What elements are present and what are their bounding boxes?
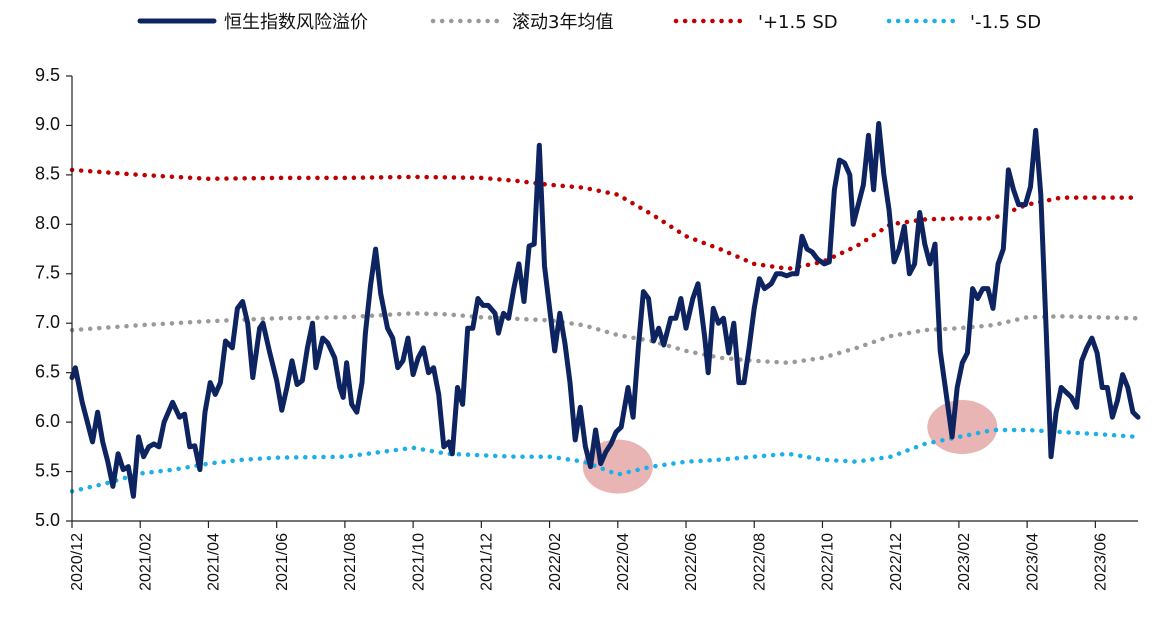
y-tick-label: 6.0 xyxy=(35,411,60,431)
legend-premium-label: 恒生指数风险溢价 xyxy=(224,12,368,33)
x-tick-label: 2022/02 xyxy=(547,533,564,591)
y-tick-label: 8.0 xyxy=(35,213,60,233)
legend-upper-band-label: '+1.5 SD xyxy=(758,12,838,33)
x-tick-label: 2021/04 xyxy=(206,533,223,591)
y-tick-label: 8.5 xyxy=(35,164,60,184)
y-tick-label: 7.5 xyxy=(35,263,60,283)
x-tick-label: 2023/06 xyxy=(1093,533,1110,591)
y-tick-label: 5.0 xyxy=(35,510,60,530)
legend-lower-band: '-1.5 SD xyxy=(886,12,1041,33)
legend-rolling-mean: 滚动3年均值 xyxy=(430,12,613,33)
legend: 恒生指数风险溢价 滚动3年均值 '+1.5 SD '-1.5 SD xyxy=(137,12,1041,33)
highlight-ellipses xyxy=(582,400,998,494)
x-tick-label: 2021/08 xyxy=(342,533,359,591)
y-tick-label: 5.5 xyxy=(35,460,60,480)
series-premium-line xyxy=(69,121,1141,499)
series-rolling-mean-line xyxy=(69,311,1141,366)
x-tick-label: 2023/04 xyxy=(1024,533,1041,591)
x-tick-label: 2022/10 xyxy=(820,533,837,591)
x-tick-label: 2022/04 xyxy=(615,533,632,591)
y-tick-label: 9.5 xyxy=(35,65,60,85)
x-tick-label: 2022/12 xyxy=(888,533,905,591)
highlight-ellipse-2 xyxy=(927,400,998,455)
legend-lower-band-label: '-1.5 SD xyxy=(970,12,1041,33)
series-layer xyxy=(69,121,1141,499)
y-tick-label: 9.0 xyxy=(35,114,60,134)
y-tick-label: 6.5 xyxy=(35,361,60,381)
x-tick-label: 2022/08 xyxy=(751,533,768,591)
x-tick-label: 2021/06 xyxy=(274,533,291,591)
x-tick-label: 2020/12 xyxy=(69,533,86,591)
legend-premium: 恒生指数风险溢价 xyxy=(137,12,368,33)
x-tick-label: 2021/12 xyxy=(479,533,496,591)
x-tick-label: 2021/10 xyxy=(410,533,427,591)
series-upper-band-line xyxy=(69,167,1141,272)
x-tick-label: 2022/06 xyxy=(683,533,700,591)
x-tick-label: 2023/02 xyxy=(956,533,973,591)
y-tick-label: 7.0 xyxy=(35,312,60,332)
legend-upper-band: '+1.5 SD xyxy=(673,12,838,33)
series-lower-band-line xyxy=(69,427,1141,494)
legend-rolling-mean-label: 滚动3年均值 xyxy=(512,12,613,33)
x-tick-label: 2021/02 xyxy=(137,533,154,591)
axes: 5.0 5.5 6.0 6.5 7.0 7.5 8.0 8.5 9.0 9.5 2020/12 202… xyxy=(35,65,1138,591)
